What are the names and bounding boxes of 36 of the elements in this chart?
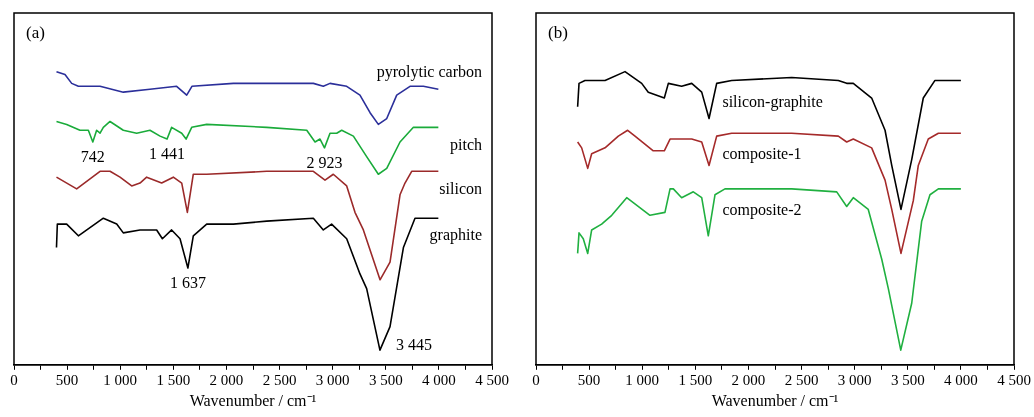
series-label: pyrolytic carbon	[376, 63, 482, 82]
x-tick-label: 2 000	[731, 371, 766, 388]
series-label: composite-2	[722, 201, 802, 220]
x-tick-label: 1 500	[156, 371, 191, 388]
series-label: composite-1	[722, 145, 802, 164]
x-tick-label: 0	[532, 371, 540, 388]
x-axis-title: Wavenumber / cm⁻¹	[189, 391, 317, 409]
series-label: silicon	[439, 179, 482, 197]
annotation: 742	[80, 148, 105, 166]
series-label: pitch	[450, 135, 482, 154]
x-tick-label: 4 500	[997, 371, 1031, 388]
x-tick-label: 2 500	[262, 371, 297, 388]
annotation: 3 445	[395, 336, 432, 354]
annotation: 1 441	[149, 145, 186, 163]
x-axis-title: Wavenumber / cm⁻¹	[711, 391, 839, 409]
x-tick-label: 4 500	[475, 371, 509, 388]
series-label: silicon-graphite	[722, 92, 823, 111]
annotation: 2 923	[306, 154, 343, 172]
chart-title: (b)	[548, 22, 568, 42]
x-tick-label: 4 000	[944, 371, 978, 388]
x-tick-label: 3 500	[368, 371, 403, 388]
series-label: graphite	[429, 226, 482, 245]
chart-title: (a)	[26, 22, 45, 42]
x-tick-label: 3 500	[890, 371, 925, 388]
annotation: 1 637	[169, 274, 206, 292]
x-tick-label: 1 500	[678, 371, 713, 388]
x-tick-label: 2 000	[209, 371, 244, 388]
x-tick-label: 3 000	[837, 371, 872, 388]
x-tick-label: 1 000	[625, 371, 660, 388]
x-tick-label: 1 000	[103, 371, 138, 388]
x-tick-label: 2 500	[784, 371, 819, 388]
x-tick-label: 500	[577, 371, 601, 388]
x-tick-label: 3 000	[315, 371, 350, 388]
x-tick-label: 4 000	[422, 371, 456, 388]
x-tick-label: 500	[55, 371, 79, 388]
x-tick-label: 0	[10, 371, 18, 388]
